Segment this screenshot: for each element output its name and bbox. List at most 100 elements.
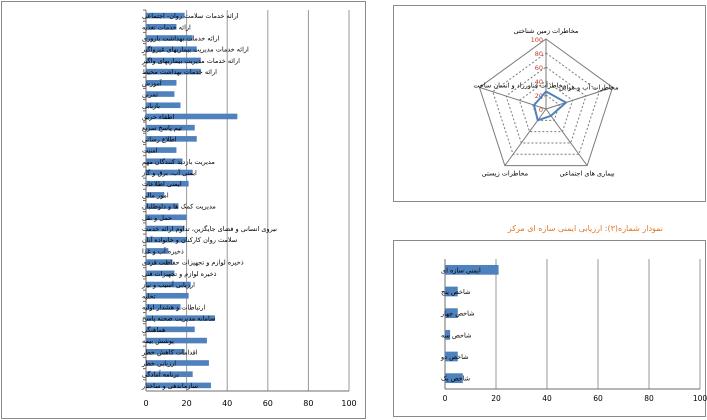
category-label: ارائه خدمات بهداشت باروری — [142, 35, 220, 43]
category-label: برنامه آمادگی — [142, 370, 179, 379]
structural-safety-chart-title: نمودار شماره(٣): ارزیابی ایمنی سازه ای م… — [507, 224, 663, 233]
radar-axis-label: مخاطرات آب و هوایی — [559, 82, 618, 91]
radar-grid-ring — [505, 66, 587, 144]
bar — [146, 102, 181, 109]
risk-bar-chart: 0 20 40 60 80 100 ارائه خدمات سلامت روان- اجتم… — [141, 9, 357, 408]
category-label: شاخص دو — [440, 353, 469, 361]
category-label: مدیریت کمک ها و داوطلبان — [142, 203, 216, 211]
category-label: امور مالی — [142, 191, 169, 199]
radar-axis-label: بیماری های اجتماعی — [560, 170, 615, 178]
category-label: ایمنی اطلاعات — [142, 180, 182, 188]
radar-tick-label: 40 — [535, 78, 543, 86]
category-label: شاخص سه — [441, 331, 471, 339]
x-tick-label: 40 — [222, 399, 232, 408]
radar-grid-ring — [478, 38, 614, 167]
radar-tick-label: 100 — [531, 36, 543, 44]
radar-spoke — [545, 86, 613, 110]
category-label: امنیت — [142, 147, 158, 155]
category-label: شاخص چهار — [440, 310, 475, 318]
bar — [146, 192, 165, 198]
category-label: ایمنی آب، برق و گاز — [141, 168, 197, 177]
bar — [146, 270, 175, 277]
bar — [445, 308, 458, 319]
risk-bar-chart-panel: 0 20 40 60 80 100 ارائه خدمات سلامت روان- اجتم… — [1, 1, 366, 419]
bar — [445, 286, 458, 297]
x-tick-label: 100 — [693, 394, 707, 403]
radar-spoke — [545, 108, 588, 166]
bar — [445, 373, 463, 384]
category-label: تخلیه — [142, 292, 156, 300]
category-label: شاخص پنج — [441, 288, 470, 296]
bar — [445, 329, 451, 340]
radar-axis-label: مخاطرات زیستی — [482, 170, 529, 178]
bar — [146, 169, 193, 176]
category-label: ارائه خدمات مدیریت بیماریهای واگیر — [141, 57, 240, 65]
bar — [146, 214, 187, 221]
bar — [146, 91, 175, 97]
category-label: نیروی انسانی و فضای جایگزین، تداوم ارائه… — [142, 225, 277, 233]
category-label: مدیریت بازدید کنندگان مهم — [142, 158, 215, 166]
radar-grid-ring — [492, 52, 600, 155]
category-label: سلامت روان کارکنان و خانواده آنان — [142, 235, 237, 244]
bar — [146, 136, 197, 142]
category-label: ذخیره لوازم و تجهیزات فنی — [142, 270, 217, 278]
x-tick-label: 60 — [593, 394, 603, 403]
x-tick-label: 60 — [263, 399, 273, 408]
bar — [146, 158, 183, 165]
bar — [146, 371, 193, 377]
radar-tick-label: 60 — [535, 64, 543, 72]
category-label: ارائه خدمات سلامت روان- اجتماعی — [142, 12, 239, 20]
bar — [146, 348, 185, 355]
category-label: ارزیابی آسیب و نیاز — [141, 280, 195, 289]
category-label: سامانه مدیریت صحنه پاسخ — [142, 315, 215, 323]
x-tick-label: 20 — [491, 394, 501, 403]
category-label: ارائه خدمات بهداشت محیط — [142, 68, 217, 76]
radar-spoke — [504, 108, 547, 166]
bar — [445, 264, 499, 275]
structural-safety-chart: 0 20 40 60 80 100 ایمنی سازه ای شاخص پنج شاخص چه… — [440, 259, 707, 403]
bar — [146, 80, 177, 86]
radar-tick-label: 0 — [539, 106, 543, 114]
category-label: ذخیره لوازم و تجهیزات حفاظت فردی — [142, 259, 244, 267]
x-tick-label: 0 — [443, 394, 448, 403]
category-label: ارزیابی خطر — [141, 359, 176, 367]
x-tick-label: 100 — [341, 399, 356, 408]
bar — [146, 203, 179, 209]
radar-tick-label: 20 — [535, 92, 543, 100]
category-label: سازماندهی و ساختار — [141, 382, 198, 390]
bar — [146, 326, 195, 333]
bar — [146, 315, 216, 321]
bar — [146, 382, 211, 389]
bar — [146, 281, 191, 288]
bar — [146, 68, 201, 75]
bar — [146, 24, 177, 30]
bar — [146, 12, 185, 19]
category-label: ذخیره آب و غذا — [142, 246, 184, 255]
x-tick-label: 20 — [182, 399, 192, 408]
category-label: ارائه خدمات مدیریت بیماریهای غیرواگیر — [141, 46, 249, 54]
category-label: پوشش بیمه — [142, 337, 174, 345]
x-tick-label: 0 — [143, 399, 148, 408]
radar-grid-ring — [518, 80, 574, 133]
bar — [146, 35, 193, 41]
category-label: ارتباطات و هشدار اولیه — [142, 303, 205, 311]
bar — [146, 259, 173, 265]
x-tick-label: 80 — [644, 394, 654, 403]
category-label: حمل و نقل — [142, 214, 172, 222]
x-tick-label: 40 — [542, 394, 552, 403]
bar — [146, 360, 209, 366]
bar — [146, 124, 195, 131]
structural-safety-chart-panel: 0 20 40 60 80 100 ایمنی سازه ای شاخص پنج شاخص چه… — [393, 240, 707, 417]
category-label: ارائه خدمات تغذیه — [142, 23, 191, 31]
category-label: بازیابی — [142, 102, 160, 110]
bar — [445, 351, 458, 362]
hazard-radar-chart-panel: 0 20 40 60 80 100 مخاطرات زمین شناختی مخاطرات آ… — [393, 5, 706, 202]
bar — [146, 292, 189, 299]
bar — [146, 304, 181, 310]
bar — [146, 248, 169, 254]
radar-tick-label: 80 — [535, 50, 543, 58]
category-label: اطلاع رسانی — [142, 135, 177, 143]
category-label: تیم پاسخ سریع — [142, 124, 182, 132]
category-label: شاخص یک — [441, 375, 470, 383]
category-label: هماهنگی — [142, 326, 166, 334]
